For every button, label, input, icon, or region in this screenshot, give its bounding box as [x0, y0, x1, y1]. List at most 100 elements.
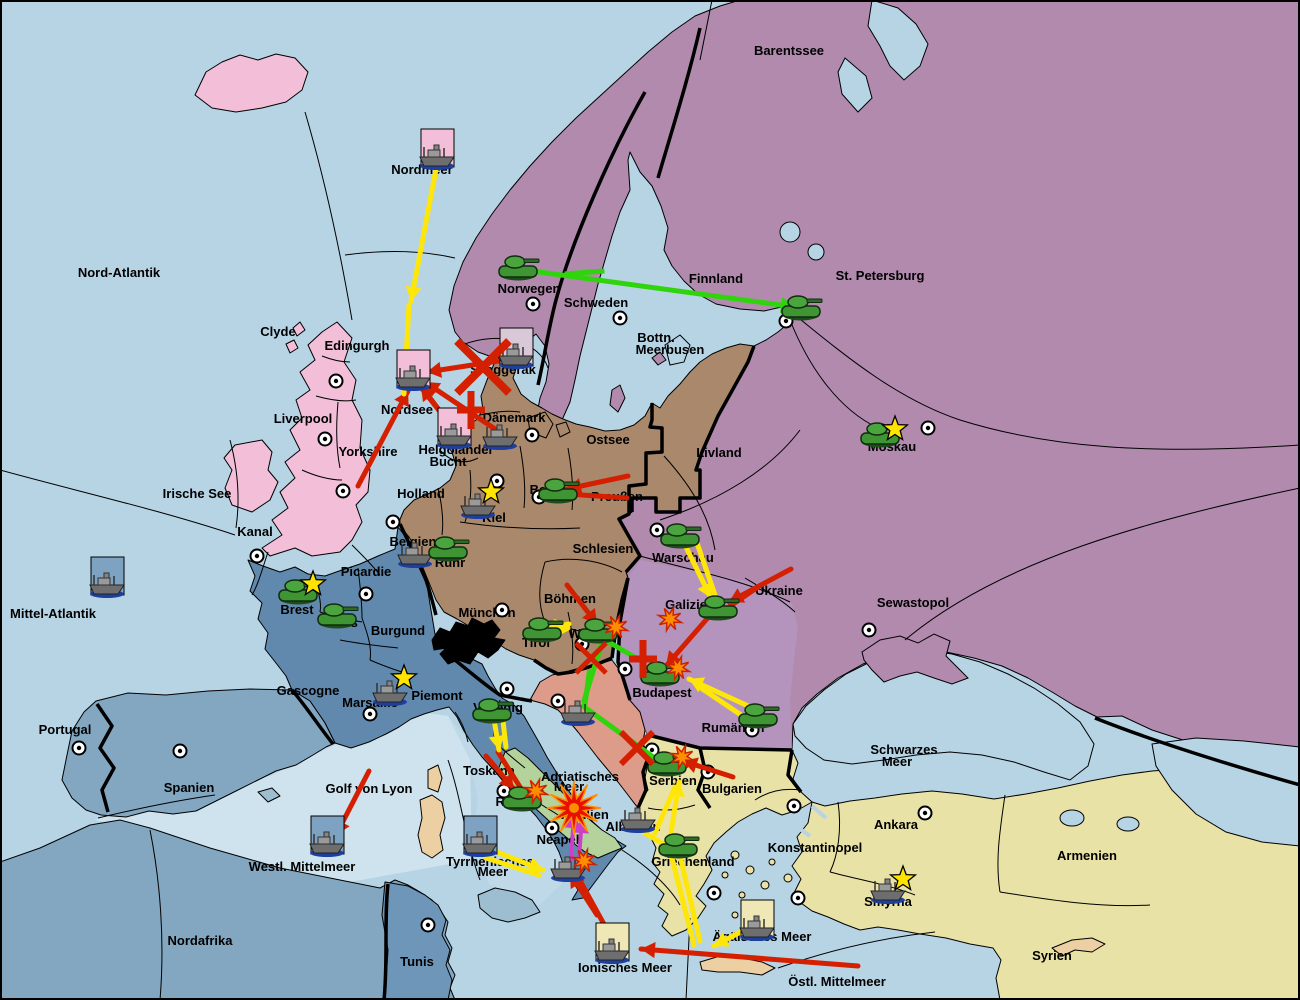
- region-label-ankara: Ankara: [874, 817, 919, 832]
- region-label-irische-see: Irische See: [163, 486, 232, 501]
- region-label-burgund: Burgund: [371, 623, 425, 638]
- supply-center-dot: [385, 514, 401, 530]
- order-arrow-yellow: [652, 784, 678, 836]
- order-arrowhead: [641, 941, 656, 959]
- army-unit-berlin[interactable]: [538, 478, 580, 505]
- army-icon: [781, 295, 823, 322]
- region-label-serbien: Serbien: [649, 773, 697, 788]
- supply-center-dot: [358, 586, 374, 602]
- region-label-liverpool: Liverpool: [274, 411, 333, 426]
- order-arrow-red: [422, 379, 498, 432]
- fleet-unit-ägäisches-meer[interactable]: [739, 899, 775, 942]
- fleet-unit-westl-mittelmeer[interactable]: [309, 815, 345, 858]
- region-label-adriatisches: Adriatisches: [541, 769, 619, 784]
- region-label-meerbusen: Meerbusen: [636, 342, 705, 357]
- army-unit-norwegen[interactable]: [498, 255, 540, 282]
- supply-center-dot: [328, 373, 344, 389]
- region-label-schwarzes: Schwarzes: [870, 742, 937, 757]
- region-label-ionisches-meer: Ionisches Meer: [578, 960, 672, 975]
- cut-support-plus-mark: [457, 391, 485, 429]
- army-icon: [472, 698, 514, 725]
- region-label-bucht: Bucht: [430, 454, 468, 469]
- supply-center-dot: [317, 431, 333, 447]
- order-arrowhead: [498, 773, 514, 789]
- army-unit-paris[interactable]: [317, 603, 359, 630]
- army-unit-griechenland[interactable]: [658, 833, 700, 860]
- supply-center-dot: [172, 743, 188, 759]
- star-marker: [389, 663, 419, 690]
- supply-center-dot: [335, 483, 351, 499]
- order-arrow-red: [638, 946, 861, 969]
- army-unit-st-petersburg[interactable]: [781, 295, 823, 322]
- order-arrowhead: [427, 361, 443, 378]
- army-unit-galizien[interactable]: [698, 595, 740, 622]
- region-switzerland: [431, 617, 506, 665]
- region-label-ostsee: Ostsee: [586, 432, 629, 447]
- army-unit-venedig[interactable]: [472, 698, 514, 725]
- order-arrow-green: [604, 638, 639, 661]
- army-icon: [660, 523, 702, 550]
- fleet-unit-helgoländer-bucht[interactable]: [436, 407, 472, 450]
- region-label-böhmen: Böhmen: [544, 591, 596, 606]
- water-overlays: [664, 0, 1300, 847]
- gulf-of-riga: [664, 334, 691, 366]
- region-label-armenien: Armenien: [1057, 848, 1117, 863]
- army-unit-tirol[interactable]: [522, 617, 564, 644]
- cut-support-plus-mark: [629, 640, 657, 678]
- army-icon: [738, 703, 780, 730]
- region-label-spanien: Spanien: [164, 780, 215, 795]
- order-arrow-yellow: [640, 829, 668, 848]
- region-apulien: [497, 747, 623, 859]
- army-unit-ruhr[interactable]: [428, 536, 470, 563]
- order-arrow-yellow: [694, 540, 718, 598]
- fleet-unit-mittel-atlantik[interactable]: [89, 556, 125, 599]
- fleet-unit-ionisches-meer[interactable]: [594, 922, 630, 965]
- battle-burst-icon: [655, 604, 685, 634]
- supply-center-dot: [861, 622, 877, 638]
- region-label-picardie: Picardie: [341, 564, 392, 579]
- fleet-unit-nordsee[interactable]: [395, 349, 431, 392]
- supply-center-dot: [920, 420, 936, 436]
- supply-center-dot: [494, 602, 510, 618]
- region-label-tunis: Tunis: [400, 954, 434, 969]
- region-label-finnland: Finnland: [689, 271, 743, 286]
- region-label-bulgarien: Bulgarien: [702, 781, 762, 796]
- supply-center-dot: [649, 522, 665, 538]
- order-arrowhead: [527, 857, 543, 873]
- region-label-meer: Meer: [554, 779, 584, 794]
- supply-center-dot: [362, 706, 378, 722]
- army-unit-warschau[interactable]: [660, 523, 702, 550]
- fleet-unit-nordmeer[interactable]: [419, 128, 455, 171]
- support-bar: [564, 268, 605, 277]
- island-sardinia: [417, 794, 446, 859]
- battle-burst-large: [546, 780, 602, 836]
- region-label-livland: Livland: [696, 445, 742, 460]
- island-cyprus: [1051, 937, 1106, 957]
- order-arrowhead: [683, 757, 699, 774]
- region-label-dänemark: Dänemark: [483, 410, 547, 425]
- army-icon: [522, 617, 564, 644]
- star-marker: [298, 569, 328, 596]
- region-label-norwegen: Norwegen: [498, 281, 561, 296]
- order-arrowhead: [572, 819, 589, 834]
- order-arrow-yellow: [669, 855, 697, 948]
- region-label-schlesien: Schlesien: [573, 541, 634, 556]
- army-icon: [428, 536, 470, 563]
- supply-center-dot: [706, 885, 722, 901]
- region-label-nordafrika: Nordafrika: [167, 933, 233, 948]
- fleet-unit-tyrrhenisches-meer[interactable]: [462, 815, 498, 858]
- region-label-clyde: Clyde: [260, 324, 295, 339]
- region-label-brest: Brest: [280, 602, 314, 617]
- region-label-konstantinopel: Konstantinopel: [768, 840, 863, 855]
- order-arrowhead: [488, 734, 505, 750]
- region-hungary: [618, 560, 798, 750]
- supply-center-dot: [550, 693, 566, 709]
- supply-center-dot: [420, 917, 436, 933]
- army-unit-rumänien[interactable]: [738, 703, 780, 730]
- crimea: [861, 633, 969, 685]
- supply-center-dot: [249, 548, 265, 564]
- region-label-holland: Holland: [397, 486, 445, 501]
- order-arrow-red: [355, 388, 411, 489]
